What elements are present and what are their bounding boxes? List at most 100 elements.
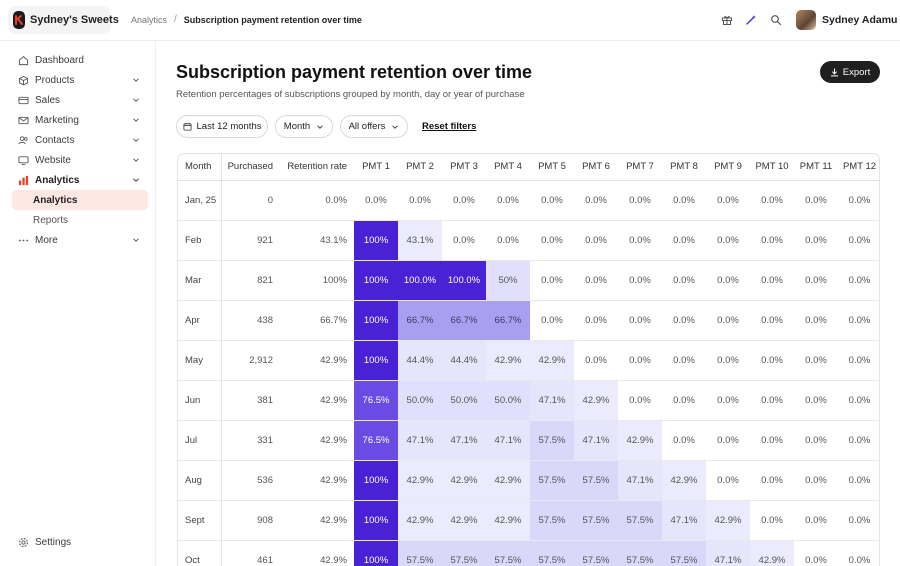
payment-retention-cell: 0.0% — [838, 300, 879, 341]
chevron-down-icon — [133, 98, 139, 102]
retention-rate-cell: 42.9% — [279, 340, 354, 381]
payment-retention-cell: 0.0% — [530, 180, 574, 221]
column-header[interactable]: PMT 8 — [662, 154, 706, 181]
month-cell: Jul — [178, 420, 222, 461]
column-header[interactable]: PMT 9 — [706, 154, 750, 181]
payment-retention-cell: 100% — [354, 460, 398, 501]
column-header[interactable]: PMT 11 — [794, 154, 838, 181]
payment-retention-cell: 100.0% — [442, 260, 486, 301]
payment-retention-cell: 42.9% — [442, 500, 486, 541]
sidebar-subitem-analytics[interactable]: Analytics — [12, 190, 148, 210]
payment-retention-cell: 42.9% — [398, 500, 442, 541]
people-icon — [18, 135, 29, 146]
sidebar-item-dashboard[interactable]: Dashboard — [12, 50, 148, 70]
purchased-cell: 331 — [221, 420, 279, 461]
column-header[interactable]: PMT 7 — [618, 154, 662, 181]
purchased-cell: 381 — [221, 380, 279, 421]
payment-retention-cell: 0.0% — [794, 260, 838, 301]
payment-retention-cell: 0.0% — [794, 220, 838, 261]
table-row: Jul 331 42.9% 76.5% 47.1% 47.1% 47.1% 57.5% 47.1… — [178, 420, 879, 461]
payment-retention-cell: 42.9% — [486, 460, 530, 501]
table-row: Apr 438 66.7% 100% 66.7% 66.7% 66.7% 0.0% 0.0% 0.… — [178, 300, 879, 341]
payment-retention-cell: 57.5% — [530, 500, 574, 541]
column-header[interactable]: PMT 6 — [574, 154, 618, 181]
date-range-filter[interactable]: Last 12 months — [176, 115, 268, 138]
column-header[interactable]: PMT 10 — [750, 154, 794, 181]
chevron-down-icon — [317, 124, 323, 129]
payment-retention-cell: 43.1% — [398, 220, 442, 261]
payment-retention-cell: 0.0% — [662, 420, 706, 461]
payment-retention-cell: 0.0% — [574, 220, 618, 261]
breadcrumb-analytics-link[interactable]: Analytics — [131, 14, 168, 25]
payment-retention-cell: 0.0% — [706, 260, 750, 301]
payment-retention-cell: 42.9% — [750, 540, 794, 566]
payment-retention-cell: 0.0% — [618, 180, 662, 221]
column-header[interactable]: PMT 12 — [838, 154, 879, 181]
sidebar-item-settings[interactable]: Settings — [12, 532, 148, 552]
sidebar-subitem-reports[interactable]: Reports — [12, 210, 148, 230]
workspace-switcher[interactable]: Sydney's Sweets — [8, 6, 119, 34]
payment-retention-cell: 0.0% — [706, 180, 750, 221]
breadcrumb-current: Subscription payment retention over time — [183, 14, 362, 25]
retention-table: Month Purchased Retention rate PMT 1 PMT 2 PM… — [178, 154, 879, 566]
column-header[interactable]: PMT 2 — [398, 154, 442, 181]
payment-retention-cell: 0.0% — [750, 300, 794, 341]
payment-retention-cell: 66.7% — [486, 300, 530, 341]
sidebar-item-products[interactable]: Products — [12, 70, 148, 90]
search-icon[interactable] — [766, 10, 786, 30]
column-header[interactable]: Purchased — [221, 154, 279, 181]
sidebar-item-contacts[interactable]: Contacts — [12, 130, 148, 150]
payment-retention-cell: 0.0% — [750, 500, 794, 541]
box-icon — [18, 75, 29, 86]
payment-retention-cell: 0.0% — [618, 220, 662, 261]
payment-retention-cell: 42.9% — [618, 420, 662, 461]
payment-retention-cell: 0.0% — [574, 340, 618, 381]
column-header[interactable]: PMT 1 — [354, 154, 398, 181]
offers-label: All offers — [348, 121, 386, 132]
payment-retention-cell: 100.0% — [398, 260, 442, 301]
purchased-cell: 2,912 — [221, 340, 279, 381]
export-button[interactable]: Export — [820, 61, 880, 83]
sidebar-item-website[interactable]: Website — [12, 150, 148, 170]
payment-retention-cell: 0.0% — [618, 260, 662, 301]
column-header[interactable]: PMT 5 — [530, 154, 574, 181]
sidebar-item-marketing[interactable]: Marketing — [12, 110, 148, 130]
table-row: Aug 536 42.9% 100% 42.9% 42.9% 42.9% 57.5% 57.5%… — [178, 460, 879, 501]
table-row: Oct 461 42.9% 100% 57.5% 57.5% 57.5% 57.5% 57.5%… — [178, 540, 879, 566]
column-header[interactable]: Retention rate — [279, 154, 354, 181]
user-menu[interactable]: Sydney Adamu — [796, 10, 897, 30]
payment-retention-cell: 100% — [354, 220, 398, 261]
payment-retention-cell: 47.1% — [442, 420, 486, 461]
column-header[interactable]: Month — [178, 154, 222, 181]
payment-retention-cell: 0.0% — [662, 220, 706, 261]
offers-dropdown[interactable]: All offers — [340, 115, 408, 138]
gift-icon[interactable] — [717, 10, 737, 30]
sidebar-item-sales[interactable]: Sales — [12, 90, 148, 110]
chevron-down-icon — [133, 138, 139, 142]
chevron-down-icon — [133, 178, 139, 182]
sidebar-item-more[interactable]: More — [12, 230, 148, 250]
payment-retention-cell: 0.0% — [442, 220, 486, 261]
reset-filters-link[interactable]: Reset filters — [422, 121, 477, 132]
workspace-name: Sydney's Sweets — [30, 14, 119, 26]
home-icon — [18, 55, 29, 66]
sidebar-item-label: Sales — [35, 94, 61, 106]
column-header[interactable]: PMT 3 — [442, 154, 486, 181]
retention-rate-cell: 0.0% — [279, 180, 354, 221]
payment-retention-cell: 47.1% — [486, 420, 530, 461]
sidebar-subitem-label: Analytics — [33, 194, 78, 206]
payment-retention-cell: 0.0% — [706, 300, 750, 341]
payment-retention-cell: 0.0% — [750, 180, 794, 221]
magic-wand-icon[interactable] — [741, 10, 761, 30]
payment-retention-cell: 57.5% — [618, 540, 662, 566]
payment-retention-cell: 47.1% — [530, 380, 574, 421]
date-range-label: Last 12 months — [196, 121, 262, 132]
payment-retention-cell: 0.0% — [750, 220, 794, 261]
payment-retention-cell: 0.0% — [530, 300, 574, 341]
group-by-dropdown[interactable]: Month — [275, 115, 333, 138]
table-row: Mar 821 100% 100% 100.0% 100.0% 50% 0.0% 0.0% 0.0… — [178, 260, 879, 301]
column-header[interactable]: PMT 4 — [486, 154, 530, 181]
sidebar-item-analytics[interactable]: Analytics — [12, 170, 148, 190]
payment-retention-cell: 57.5% — [618, 500, 662, 541]
payment-retention-cell: 0.0% — [574, 180, 618, 221]
